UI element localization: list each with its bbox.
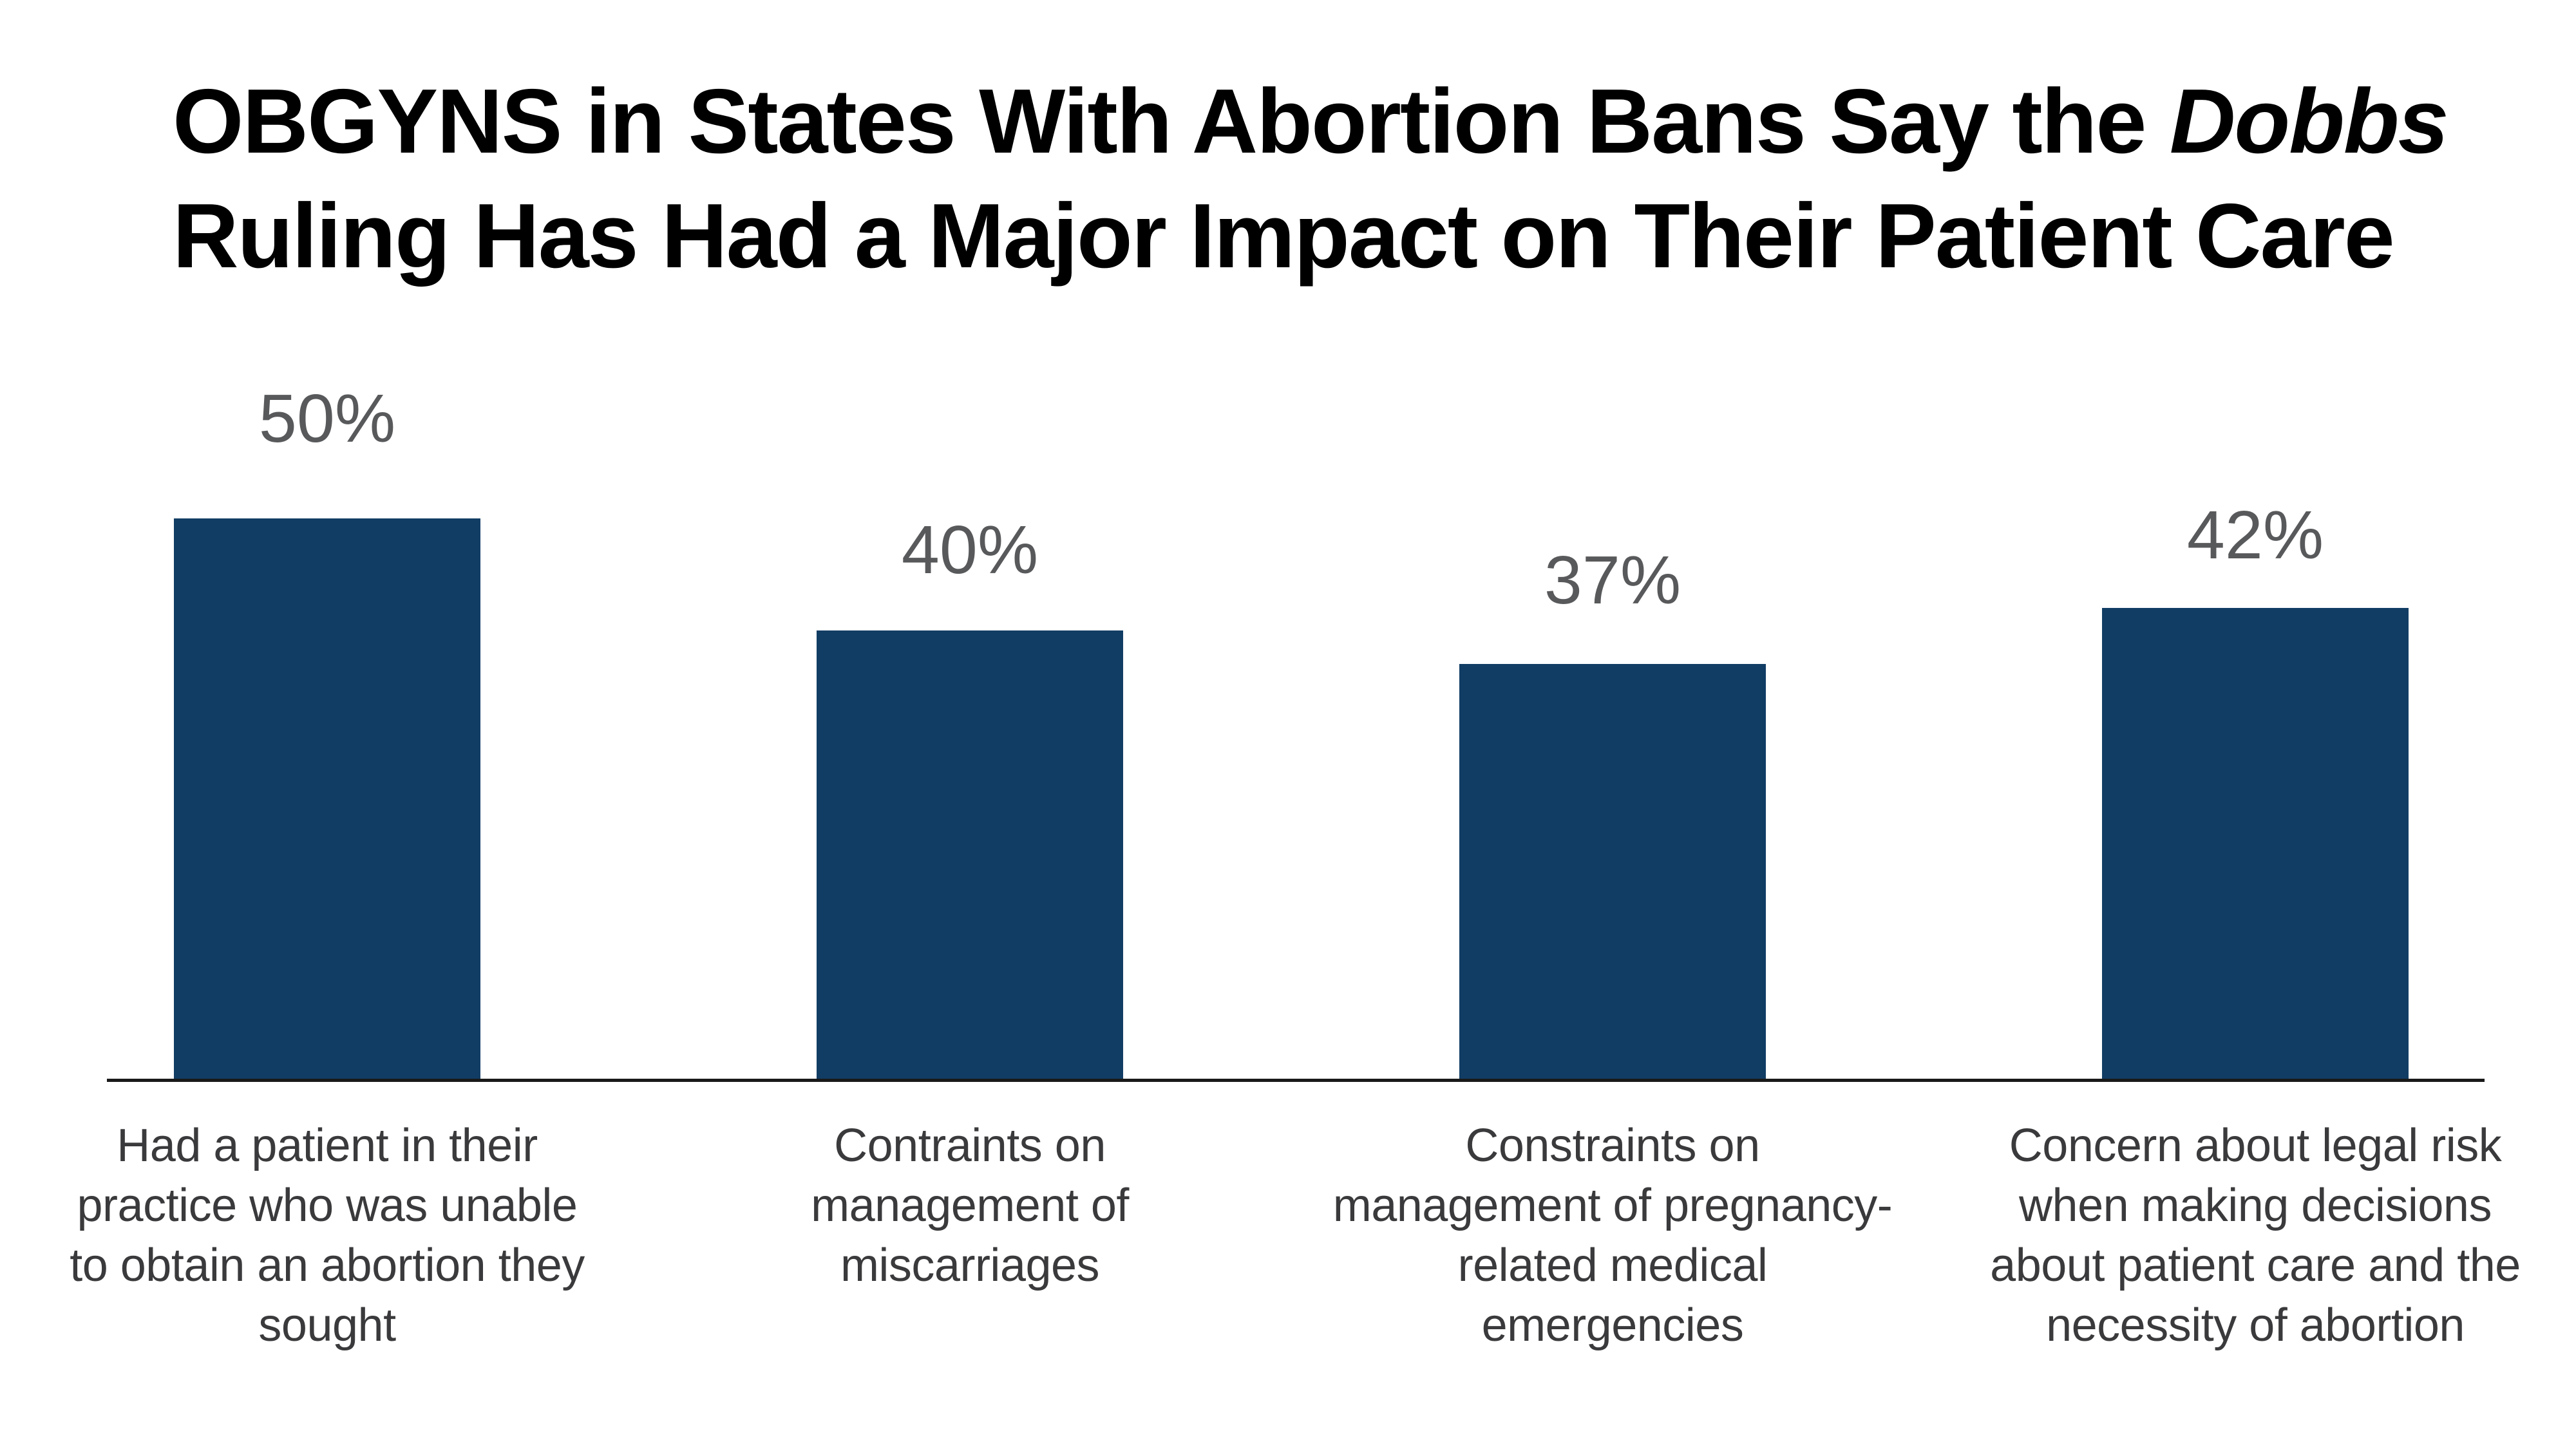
bar-value-label-3: 37% bbox=[1544, 542, 1681, 618]
bar-value-label-1: 50% bbox=[258, 381, 396, 457]
chart-title-dobbs-italic: Dobbs bbox=[2169, 70, 2449, 173]
chart-title-line1-text: OBGYNS in States With Abortion Bans Say … bbox=[173, 70, 2170, 173]
category-label-2: Contraints on management of miscarriages bbox=[811, 1120, 1129, 1291]
category-label-3: Constraints on management of pregnancy- … bbox=[1332, 1120, 1893, 1351]
bar-column-2: 40% bbox=[649, 515, 1291, 1079]
chart-title: OBGYNS in States With Abortion Bans Say … bbox=[173, 64, 2449, 294]
category-label-1: Had a patient in their practice who was … bbox=[70, 1120, 585, 1351]
bar-1 bbox=[174, 518, 480, 1079]
bar-value-label-4: 42% bbox=[2186, 497, 2324, 573]
chart-title-line2: Ruling Has Had a Major Impact on Their P… bbox=[173, 185, 2395, 287]
bar-column-3: 37% bbox=[1291, 545, 1934, 1079]
bar-4 bbox=[2102, 608, 2409, 1079]
chart-title-line1: OBGYNS in States With Abortion Bans Say … bbox=[173, 64, 2449, 179]
bar-column-1: 50% bbox=[6, 383, 649, 1079]
bar-column-4: 42% bbox=[1934, 500, 2576, 1079]
bar-3 bbox=[1459, 664, 1766, 1079]
bars-row: 50% 40% 37% 42% bbox=[0, 380, 2576, 1079]
x-axis-line bbox=[107, 1079, 2485, 1082]
category-label-4: Concern about legal risk when making dec… bbox=[1990, 1120, 2521, 1351]
bar-chart: 50% 40% 37% 42% Had a patient in their p… bbox=[0, 380, 2576, 1356]
category-labels-row: Had a patient in their practice who was … bbox=[0, 1116, 2576, 1356]
bar-2 bbox=[817, 630, 1123, 1079]
bar-value-label-2: 40% bbox=[901, 512, 1039, 588]
